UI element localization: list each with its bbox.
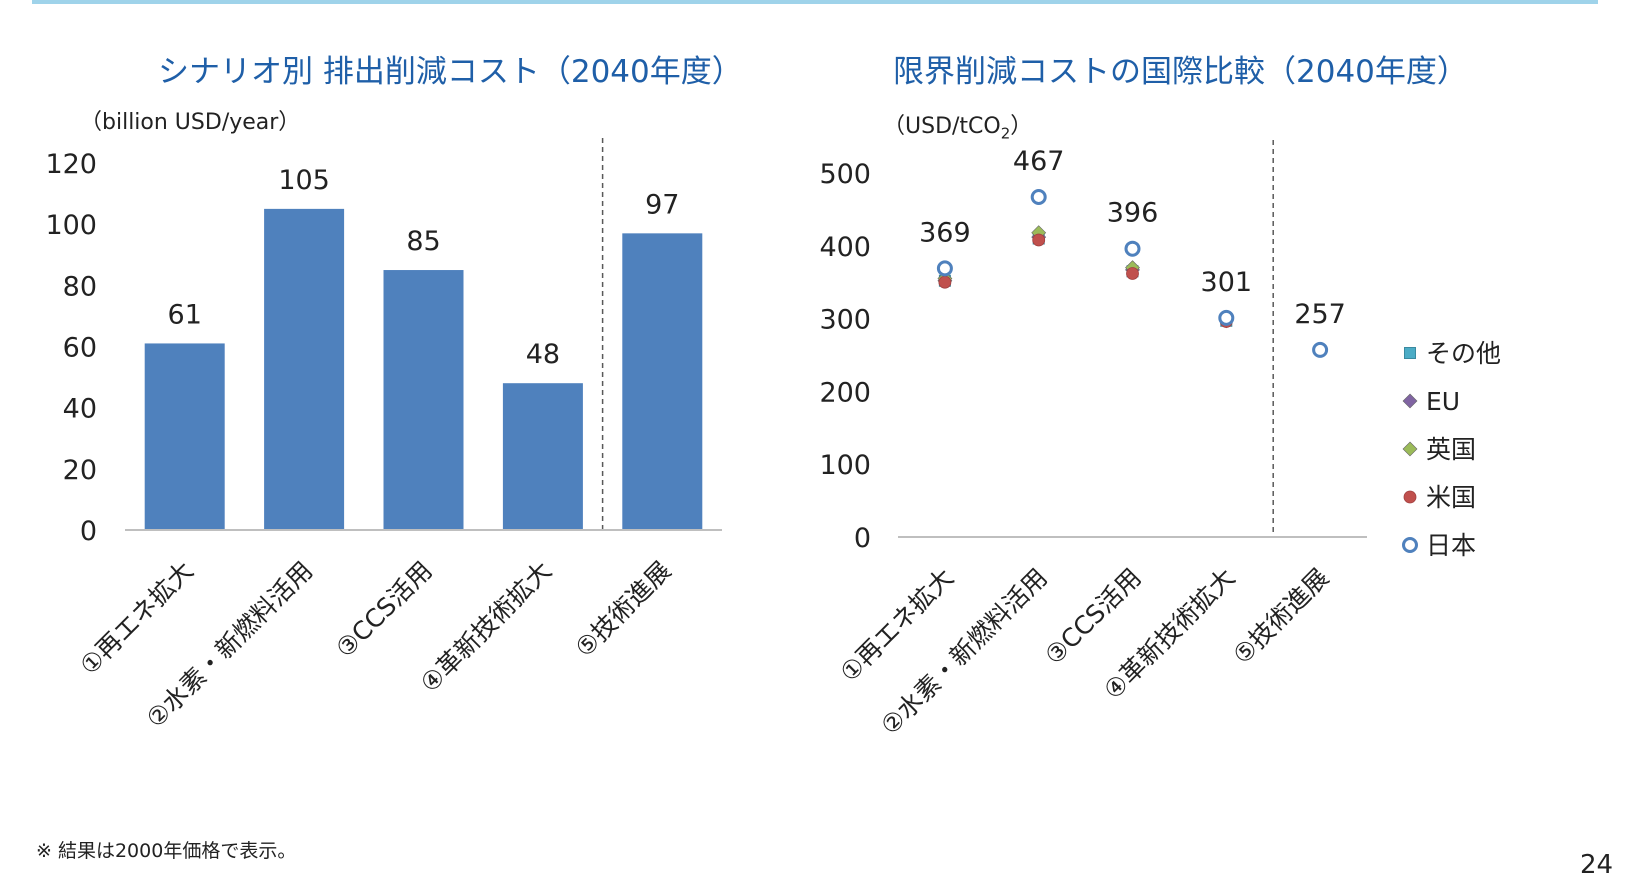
right-unit-prefix: （USD/tCO [883, 114, 1001, 139]
right-chart-unit: （USD/tCO2） [883, 108, 1032, 142]
data-point [936, 260, 953, 277]
bar [264, 208, 345, 530]
y-tick-label: 300 [819, 305, 871, 336]
y-tick-label: 500 [819, 159, 871, 190]
data-label: 48 [526, 339, 560, 370]
legend-marker [1402, 393, 1418, 409]
y-tick-label: 60 [63, 333, 97, 364]
data-label: 301 [1201, 267, 1253, 298]
scatter-chart: 0100200300400500369467396301257①再エネ拡大②水素… [819, 140, 1501, 741]
legend-label: 米国 [1426, 483, 1476, 512]
y-tick-label: 100 [45, 210, 97, 241]
data-label: 85 [406, 226, 440, 257]
data-label: 97 [645, 189, 679, 220]
footnote: ※ 結果は2000年価格で表示。 [36, 840, 297, 862]
right-chart-title: 限界削減コストの国際比較（2040年度） [893, 54, 1468, 90]
legend-label: その他 [1426, 339, 1501, 368]
category-label: ⑤技術進展 [1227, 563, 1334, 670]
y-tick-label: 200 [819, 377, 871, 408]
data-label: 105 [278, 165, 330, 196]
legend-marker [1402, 441, 1418, 457]
legend-label: EU [1426, 387, 1460, 416]
y-tick-label: 120 [45, 149, 97, 180]
data-point [1030, 189, 1047, 206]
y-tick-label: 40 [63, 394, 97, 425]
data-point [1032, 233, 1046, 247]
left-chart-unit: （billion USD/year） [80, 110, 301, 135]
data-label: 61 [168, 299, 202, 330]
y-tick-label: 80 [63, 271, 97, 302]
legend-label: 英国 [1426, 435, 1476, 464]
data-label: 467 [1013, 146, 1065, 177]
data-point [1312, 341, 1329, 358]
bar [383, 270, 464, 530]
bar [502, 383, 583, 530]
data-point [1126, 267, 1139, 280]
y-tick-label: 100 [819, 450, 871, 481]
data-point [1124, 240, 1141, 257]
data-label: 369 [919, 217, 971, 248]
data-label: 257 [1294, 299, 1346, 330]
left-chart-title: シナリオ別 排出削減コスト（2040年度） [158, 54, 743, 90]
legend-label: 日本 [1426, 531, 1476, 560]
data-point [1218, 309, 1235, 326]
y-tick-label: 0 [854, 523, 871, 554]
legend-marker [1403, 490, 1417, 504]
data-label: 396 [1107, 198, 1159, 229]
right-unit-suffix: ） [1010, 114, 1033, 139]
right-unit-subscript: 2 [1000, 124, 1011, 143]
page-number: 24 [1580, 850, 1614, 880]
bar-chart: 02040608010012061①再エネ拡大105②水素・新燃料活用85③CC… [45, 138, 722, 734]
y-tick-label: 20 [63, 455, 97, 486]
category-label: ②水素・新燃料活用 [875, 563, 1053, 741]
legend-marker [1404, 347, 1416, 359]
y-tick-label: 400 [819, 232, 871, 263]
y-tick-label: 0 [80, 516, 97, 547]
data-point [938, 275, 952, 289]
bar [622, 233, 703, 530]
bar [144, 343, 225, 530]
legend-marker [1402, 537, 1418, 553]
top-accent-rule [32, 0, 1598, 4]
